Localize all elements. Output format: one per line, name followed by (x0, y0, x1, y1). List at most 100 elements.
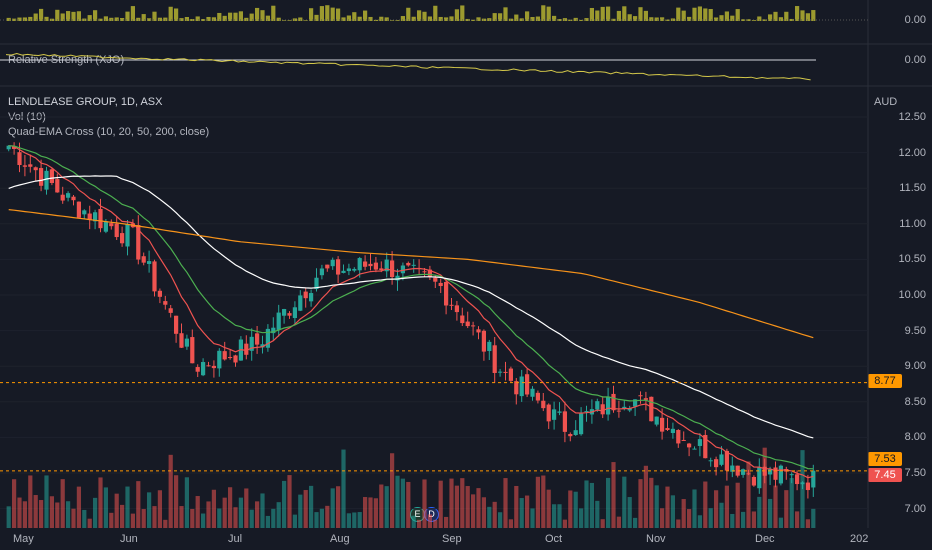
histogram-bar (471, 19, 476, 21)
histogram-bar (39, 8, 44, 21)
candle-body (222, 351, 227, 360)
time-tick: Jun (120, 533, 138, 545)
histogram-bar (724, 11, 729, 21)
candle-body (82, 210, 87, 215)
candle-body (530, 388, 535, 397)
volume-bar (703, 481, 708, 528)
volume-bar (660, 508, 665, 528)
candle-body (265, 328, 270, 348)
candle-body (525, 374, 530, 395)
histogram-bar (184, 16, 189, 21)
volume-bar (762, 447, 767, 528)
top-pane-value: 0.00 (904, 14, 926, 26)
histogram-bar (12, 18, 17, 21)
histogram-bar (611, 18, 616, 21)
histogram-bar (44, 16, 49, 21)
volume-bar (735, 482, 740, 528)
candle-body (557, 411, 562, 413)
candle-body (66, 193, 71, 198)
histogram-bar (730, 15, 735, 21)
volume-bar (222, 497, 227, 528)
volume-bar (260, 493, 265, 528)
volume-bar (471, 494, 476, 528)
histogram-bar (654, 17, 659, 21)
histogram-bar (390, 20, 395, 21)
candle-body (6, 145, 11, 150)
last-price-badge: 7.45 (868, 468, 902, 482)
histogram-bar (60, 13, 65, 21)
volume-bar (487, 506, 492, 528)
volume-bar (525, 495, 530, 528)
volume-bar (789, 478, 794, 528)
candle-body (120, 233, 125, 244)
symbol-title[interactable]: LENDLEASE GROUP, 1D, ASX (8, 96, 163, 108)
histogram-bar (271, 5, 276, 21)
volume-bar (341, 449, 346, 528)
histogram-bar (719, 15, 724, 21)
histogram-bar (141, 14, 146, 21)
histogram-bar (762, 19, 767, 21)
candle-body (98, 208, 103, 229)
candle-body (444, 281, 449, 306)
histogram-bar (395, 20, 400, 21)
candle-body (654, 416, 659, 425)
volume-bar (530, 508, 535, 528)
volume-bar (325, 505, 330, 528)
histogram-bar (492, 13, 497, 21)
histogram-bar (309, 8, 314, 21)
histogram-bar (260, 10, 265, 21)
histogram-bar (174, 8, 179, 21)
volume-bar (287, 475, 292, 528)
candle-body (163, 301, 168, 305)
volume-bar (206, 501, 211, 528)
histogram-bar (352, 12, 357, 21)
histogram-bar (519, 18, 524, 21)
ema-legend[interactable]: Quad-EMA Cross (10, 20, 50, 200, close) (8, 126, 210, 138)
candle-body (514, 381, 519, 395)
volume-bar (708, 508, 713, 528)
volume-bar (39, 500, 44, 528)
volume-bar (249, 509, 254, 528)
volume-bar (573, 491, 578, 528)
histogram-bar (433, 5, 438, 21)
volume-bar (373, 498, 378, 528)
price-tick: 7.50 (904, 467, 926, 479)
histogram-bar (811, 10, 816, 21)
candle-body (147, 261, 152, 264)
histogram-bar (384, 17, 389, 21)
volume-bar (633, 517, 638, 528)
volume-bar (71, 508, 76, 528)
candle-body (395, 275, 400, 281)
histogram-bar (444, 17, 449, 21)
volume-bar (98, 477, 103, 528)
candle-body (454, 305, 459, 313)
histogram-bar (616, 10, 621, 21)
candle-body (303, 291, 308, 299)
volume-bar (746, 461, 751, 528)
candle-body (190, 337, 195, 364)
candle-body (60, 194, 65, 201)
price-tick: 10.50 (898, 253, 926, 266)
candle-body (460, 315, 465, 324)
volume-bar (579, 508, 584, 528)
histogram-bar (303, 20, 308, 21)
histogram-bar (201, 19, 206, 21)
candle-body (157, 290, 162, 297)
histogram-bar (411, 16, 416, 21)
candle-body (692, 448, 697, 450)
candle-body (12, 146, 17, 149)
candle-body (573, 430, 578, 435)
candle-body (670, 428, 675, 434)
candle-body (719, 454, 724, 465)
volume-bar (692, 489, 697, 528)
candle-body (103, 221, 108, 232)
time-tick: Dec (755, 533, 775, 545)
candle-body (44, 170, 49, 190)
candle-body (535, 392, 540, 401)
histogram-bar (584, 18, 589, 21)
histogram-bar (179, 18, 184, 21)
time-tick: Aug (330, 533, 350, 545)
histogram-bar (498, 13, 503, 21)
volume-bar (319, 508, 324, 528)
